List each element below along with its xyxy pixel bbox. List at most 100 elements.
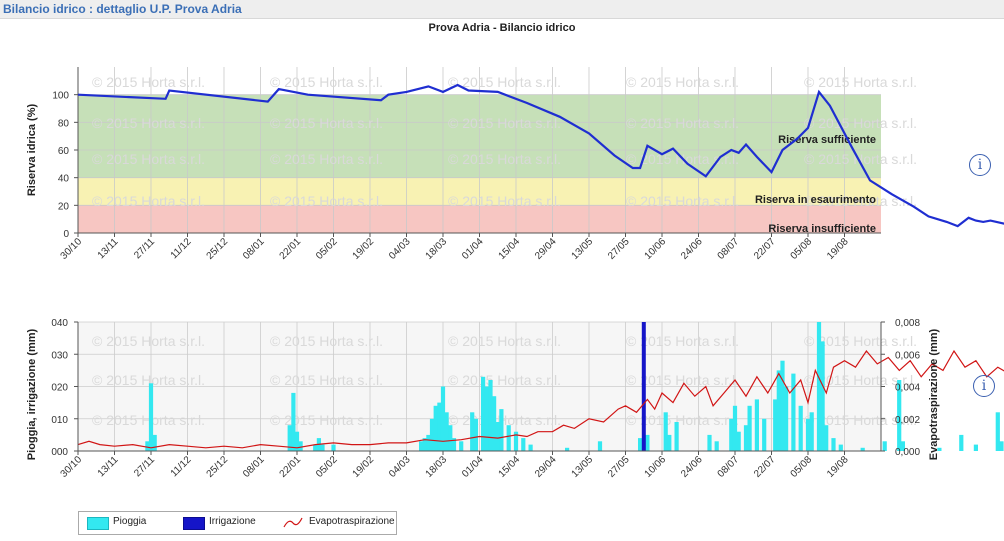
watermark-text: © 2015 Horta s.r.l. xyxy=(626,193,739,209)
bar-pioggia xyxy=(528,444,533,451)
legend-label-irrigazione: Irrigazione xyxy=(209,516,256,527)
watermark-text: © 2015 Horta s.r.l. xyxy=(804,193,917,209)
info-icon-bottom[interactable]: i xyxy=(973,375,995,397)
bar-pioggia xyxy=(145,441,150,451)
bar-pioggia xyxy=(995,412,1000,451)
y2-tick-label: 0,004 xyxy=(895,383,920,394)
bar-pioggia xyxy=(732,405,738,451)
x-tick-label: 05/08 xyxy=(789,236,815,262)
x-tick-label: 15/04 xyxy=(497,236,523,262)
bar-pioggia xyxy=(419,441,424,451)
bar-pioggia xyxy=(298,441,303,451)
bar-pioggia xyxy=(481,376,486,451)
x-tick-label: 29/04 xyxy=(533,236,559,262)
watermark-text: © 2015 Horta s.r.l. xyxy=(92,151,205,167)
bar-pioggia xyxy=(488,380,493,451)
bar-pioggia xyxy=(773,399,778,451)
bar-pioggia xyxy=(809,412,814,451)
info-icon-top[interactable]: i xyxy=(969,154,991,176)
bar-pioggia xyxy=(459,441,464,451)
x-tick-label: 04/03 xyxy=(387,236,413,262)
x-tick-label: 19/02 xyxy=(351,236,377,262)
y-tick-label: 020 xyxy=(51,383,68,394)
watermark-text: © 2015 Horta s.r.l. xyxy=(626,333,739,349)
bar-pioggia xyxy=(743,425,749,451)
page-title: Bilancio idrico : dettaglio U.P. Prova A… xyxy=(3,2,242,16)
bar-pioggia xyxy=(470,412,475,451)
y-tick-label: 030 xyxy=(51,350,68,361)
watermark-text: © 2015 Horta s.r.l. xyxy=(92,74,205,90)
watermark-text: © 2015 Horta s.r.l. xyxy=(448,333,561,349)
bar-irrigazione xyxy=(641,322,646,451)
bar-pioggia xyxy=(776,370,781,451)
watermark-text: © 2015 Horta s.r.l. xyxy=(626,412,739,428)
x-tick-label: 27/11 xyxy=(132,454,157,479)
x-tick-label: 27/05 xyxy=(606,236,632,262)
band-label-0: Riserva sufficiente xyxy=(778,134,876,146)
x-tick-label: 08/01 xyxy=(241,454,267,480)
watermark-text: © 2015 Horta s.r.l. xyxy=(92,372,205,388)
watermark-text: © 2015 Horta s.r.l. xyxy=(804,372,917,388)
watermark-text: © 2015 Horta s.r.l. xyxy=(804,115,917,131)
x-tick-label: 10/06 xyxy=(643,454,669,480)
bar-pioggia xyxy=(714,441,719,451)
window-header: Bilancio idrico : dettaglio U.P. Prova A… xyxy=(0,0,1004,19)
chart-title: Prova Adria - Bilancio idrico xyxy=(428,22,576,34)
legend-swatch-evapotraspirazione xyxy=(283,517,303,528)
y-tick-label: 040 xyxy=(51,318,68,329)
bar-pioggia xyxy=(897,380,902,451)
bar-pioggia xyxy=(729,418,734,452)
bar-pioggia xyxy=(798,405,803,451)
x-tick-label: 15/04 xyxy=(497,454,523,480)
x-tick-label: 10/06 xyxy=(643,236,669,262)
bar-pioggia xyxy=(663,412,668,451)
bar-pioggia xyxy=(444,412,449,451)
bar-pioggia xyxy=(313,444,318,451)
bar-pioggia xyxy=(294,431,300,451)
watermark-text: © 2015 Horta s.r.l. xyxy=(270,412,383,428)
bar-pioggia xyxy=(999,441,1004,451)
bar-pioggia xyxy=(152,434,157,451)
bar-pioggia xyxy=(707,434,712,451)
y-tick-label: 60 xyxy=(58,146,70,157)
bar-pioggia xyxy=(433,405,438,451)
watermark-text: © 2015 Horta s.r.l. xyxy=(448,372,561,388)
legend-swatch-pioggia xyxy=(87,517,109,530)
bar-pioggia xyxy=(448,425,453,451)
watermark-text: © 2015 Horta s.r.l. xyxy=(448,412,561,428)
watermark-text: © 2015 Horta s.r.l. xyxy=(448,115,561,131)
bar-pioggia xyxy=(959,434,964,451)
bar-pioggia xyxy=(747,405,752,451)
watermark-text: © 2015 Horta s.r.l. xyxy=(270,115,383,131)
x-tick-label: 11/12 xyxy=(169,236,194,261)
bar-pioggia xyxy=(320,444,325,451)
x-tick-label: 22/07 xyxy=(752,454,778,480)
y-tick-label: 100 xyxy=(52,91,69,102)
bar-pioggia xyxy=(291,392,296,451)
bar-pioggia xyxy=(287,425,292,451)
x-tick-label: 19/08 xyxy=(825,236,851,262)
rain-irrigation-chart: © 2015 Horta s.r.l. © 2015 Horta s.r.l. © … xyxy=(26,318,1004,480)
bar-pioggia xyxy=(831,438,836,451)
y2-tick-label: 0,002 xyxy=(895,415,920,426)
watermark-text: © 2015 Horta s.r.l. xyxy=(448,74,561,90)
x-tick-label: 22/01 xyxy=(278,236,304,262)
x-tick-label: 05/08 xyxy=(789,454,815,480)
bar-pioggia xyxy=(791,373,796,451)
watermark-text: © 2015 Horta s.r.l. xyxy=(270,372,383,388)
bar-pioggia xyxy=(426,434,431,451)
watermark-text: © 2015 Horta s.r.l. xyxy=(270,151,383,167)
x-tick-label: 13/05 xyxy=(570,454,596,480)
y2-tick-label: 0,006 xyxy=(895,350,920,361)
watermark-text: © 2015 Horta s.r.l. xyxy=(92,193,205,209)
x-tick-label: 11/12 xyxy=(169,454,194,479)
x-tick-label: 05/02 xyxy=(314,454,340,480)
legend-label-evapotraspirazione: Evapotraspirazione xyxy=(309,516,395,527)
bar-pioggia xyxy=(484,386,489,451)
x-tick-label: 27/05 xyxy=(606,454,632,480)
bar-pioggia xyxy=(429,418,435,452)
x-tick-label: 24/06 xyxy=(679,236,705,262)
bar-pioggia xyxy=(513,431,519,451)
x-tick-label: 13/11 xyxy=(96,454,121,479)
watermark-text: © 2015 Horta s.r.l. xyxy=(804,412,917,428)
